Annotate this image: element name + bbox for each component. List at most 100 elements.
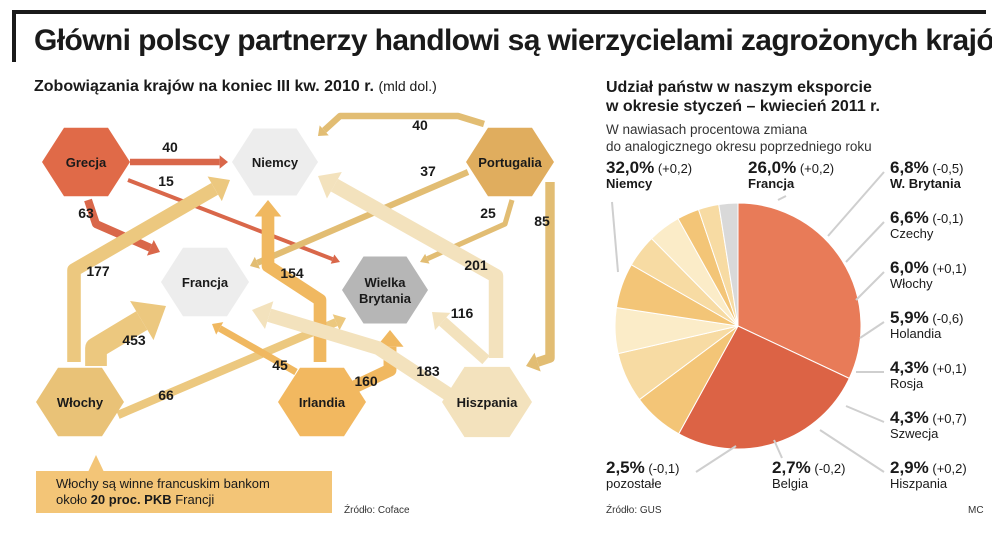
node-label-niemcy: Niemcy bbox=[252, 155, 299, 170]
node-label-francja: Francja bbox=[182, 275, 229, 290]
callout-line1: Włochy są winne francuskim bankom bbox=[56, 476, 270, 491]
flow-value-portugalia-niemcy: 40 bbox=[412, 117, 428, 133]
node-hexagon-hiszpania bbox=[442, 366, 532, 438]
pie-label-name: Szwecja bbox=[890, 426, 939, 441]
pie-slice-pozostałe bbox=[718, 202, 739, 327]
node-label-hiszpania: Hiszpania bbox=[457, 395, 518, 410]
flow-value-irlandia-wb: 160 bbox=[354, 373, 378, 389]
pie-label-pct: 6,0% bbox=[890, 258, 929, 277]
flow-arrowhead-grecja-niemcy bbox=[219, 155, 228, 169]
left-rule bbox=[12, 10, 16, 62]
pie-label-pct: 4,3% bbox=[890, 408, 929, 427]
flow-arrowhead-wlochy-francja bbox=[130, 300, 166, 341]
pie-label-pct: 2,5% bbox=[606, 458, 645, 477]
pie-label-Rosja: 4,3% (+0,1) Rosja bbox=[890, 358, 967, 391]
pie-leader-Niemcy bbox=[611, 201, 619, 273]
node-hexagon-wb bbox=[342, 256, 428, 324]
pie-label-name: W. Brytania bbox=[890, 176, 961, 191]
flow-line-hiszpania-niemcy bbox=[330, 178, 504, 358]
node-hexagon-grecja bbox=[42, 127, 130, 197]
pie-label-pct: 26,0% bbox=[748, 158, 797, 177]
pie-label-change: (-0,5) bbox=[928, 161, 964, 176]
flow-arrowhead-hiszpania-wb bbox=[432, 312, 451, 331]
top-rule bbox=[12, 10, 986, 14]
pie-label-name: Holandia bbox=[890, 326, 942, 341]
node-label-irlandia: Irlandia bbox=[299, 395, 346, 410]
pie-label-Francja: 26,0% (+0,2) Francja bbox=[748, 158, 835, 191]
pie-label-change: (-0,6) bbox=[928, 311, 964, 326]
node-label-portugalia: Portugalia bbox=[478, 155, 542, 170]
pie-slice-Niemcy bbox=[737, 202, 862, 380]
flow-value-grecja-francja: 63 bbox=[78, 205, 94, 221]
flow-arrowhead-portugalia-niemcy bbox=[318, 125, 329, 136]
flow-arrowhead-wlochy-wb bbox=[332, 314, 346, 331]
pie-label-name: pozostałe bbox=[606, 476, 662, 491]
pie-label-change: (-0,2) bbox=[810, 461, 846, 476]
pie-leader-Belgia bbox=[773, 439, 783, 459]
left-subtitle: Zobowiązania krajów na koniec III kw. 20… bbox=[34, 78, 437, 96]
pie-leader-lines bbox=[611, 171, 885, 473]
node-hexagon-niemcy bbox=[232, 128, 318, 196]
pie-label-pct: 2,9% bbox=[890, 458, 929, 477]
pie-label-change: (+0,2) bbox=[796, 161, 835, 176]
node-hexagon-irlandia bbox=[278, 367, 366, 437]
pie-label-Hiszpania: 2,9% (+0,2) Hiszpania bbox=[890, 458, 967, 491]
pie-label-pct: 2,7% bbox=[772, 458, 811, 477]
callout-line2-pre: około bbox=[56, 492, 91, 507]
pie-label-Czechy: 6,6% (-0,1) Czechy bbox=[890, 208, 963, 241]
pie-label-Włochy: 6,0% (+0,1) Włochy bbox=[890, 258, 967, 291]
node-hexagon-francja bbox=[161, 247, 249, 317]
flow-value-portugalia-wb: 25 bbox=[480, 205, 496, 221]
flow-value-irlandia-francja: 45 bbox=[272, 357, 288, 373]
flow-value-wlochy-wb: 66 bbox=[158, 387, 174, 403]
right-subtitle-line2: w okresie styczeń – kwiecień 2011 r. bbox=[606, 98, 880, 115]
flow-value-irlandia-niemcy: 154 bbox=[280, 265, 304, 281]
flow-value-grecja-wb: 15 bbox=[158, 173, 174, 189]
callout-pointer bbox=[88, 455, 104, 472]
pie-label-change: (+0,1) bbox=[928, 361, 967, 376]
flow-line-portugalia-niemcy bbox=[322, 112, 485, 133]
pie-label-name: Francja bbox=[748, 176, 795, 191]
node-label-wb-line2: Brytania bbox=[359, 291, 412, 306]
flow-line-wlochy-wb bbox=[116, 318, 338, 419]
pie-leader-pozostałe bbox=[695, 445, 737, 473]
flow-value-hiszpania-francja: 183 bbox=[416, 363, 440, 379]
flow-value-wlochy-francja: 453 bbox=[122, 332, 146, 348]
flow-value-grecja-niemcy: 40 bbox=[162, 139, 178, 155]
pie-label-pct: 32,0% bbox=[606, 158, 655, 177]
flow-arrowhead-irlandia-wb bbox=[376, 330, 404, 347]
pie-label-pct: 6,6% bbox=[890, 208, 929, 227]
pie-label-W. Brytania: 6,8% (-0,5) W. Brytania bbox=[890, 158, 964, 191]
pie-label-change: (+0,2) bbox=[654, 161, 693, 176]
flow-line-portugalia-hiszpania bbox=[536, 182, 555, 367]
right-note: W nawiasach procentowa zmiana do analogi… bbox=[606, 121, 872, 155]
credit: MC bbox=[968, 505, 984, 516]
pie-label-name: Hiszpania bbox=[890, 476, 948, 491]
pie-label-Holandia: 5,9% (-0,6) Holandia bbox=[890, 308, 964, 341]
pie-leader-Szwecja bbox=[845, 405, 885, 423]
callout-line2-bold: 20 proc. PKB bbox=[90, 492, 172, 507]
pie-label-pct: 6,8% bbox=[890, 158, 929, 177]
pie-leader-Francja bbox=[777, 195, 787, 201]
pie-label-pozostałe: 2,5% (-0,1) pozostałe bbox=[606, 458, 679, 491]
pie-leader-Hiszpania bbox=[819, 429, 885, 473]
callout-box bbox=[36, 471, 332, 513]
pie-label-pct: 4,3% bbox=[890, 358, 929, 377]
flow-value-portugalia-francja: 37 bbox=[420, 163, 436, 179]
flow-value-portugalia-hiszpania: 85 bbox=[534, 213, 550, 229]
callout-line2-post: Francji bbox=[171, 492, 215, 507]
flow-line-irlandia-francja bbox=[218, 325, 298, 375]
flow-line-portugalia-francja bbox=[256, 169, 470, 266]
flow-line-hiszpania-francja bbox=[267, 308, 452, 400]
flow-arrowhead-portugalia-hiszpania bbox=[526, 352, 541, 372]
pie-label-pct: 5,9% bbox=[890, 308, 929, 327]
flow-arrowhead-hiszpania-francja bbox=[252, 301, 274, 330]
right-note-line1: W nawiasach procentowa zmiana bbox=[606, 122, 808, 137]
pie-label-name: Czechy bbox=[890, 226, 934, 241]
pie-label-change: (+0,1) bbox=[928, 261, 967, 276]
pie-leader-Włochy bbox=[855, 271, 885, 301]
pie-label-Belgia: 2,7% (-0,2) Belgia bbox=[772, 458, 846, 491]
right-source: Źródło: GUS bbox=[606, 505, 662, 516]
flow-arrowhead-irlandia-niemcy bbox=[254, 200, 282, 217]
